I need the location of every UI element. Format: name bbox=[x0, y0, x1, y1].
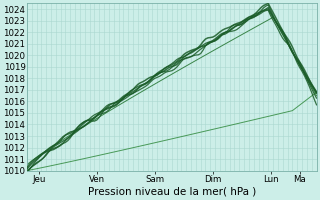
X-axis label: Pression niveau de la mer( hPa ): Pression niveau de la mer( hPa ) bbox=[88, 187, 256, 197]
